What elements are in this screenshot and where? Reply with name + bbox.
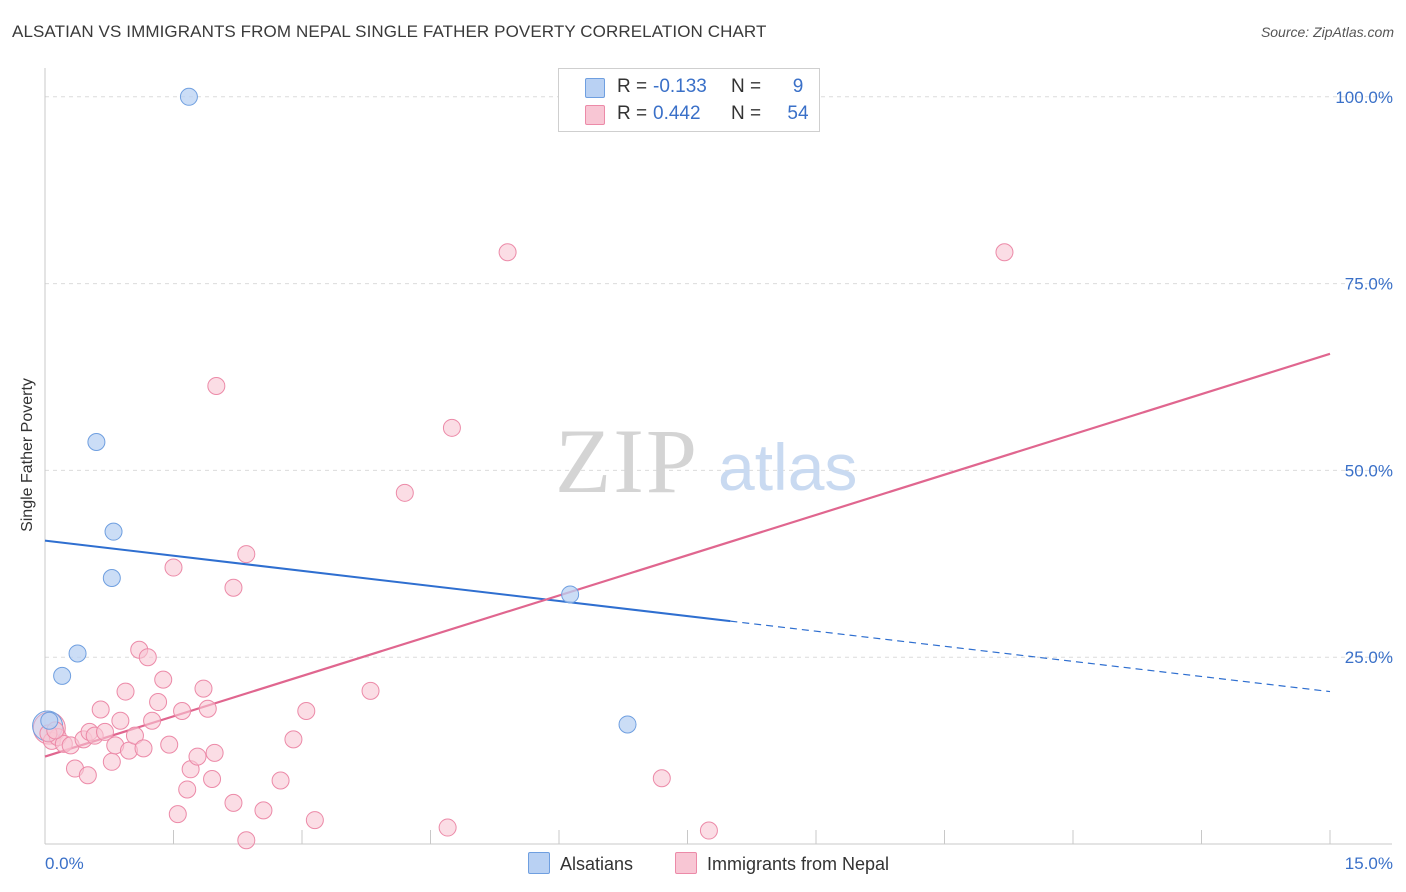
watermark-atlas: atlas — [718, 430, 857, 504]
point-nepal — [361, 681, 380, 700]
watermark-zip: ZIP — [555, 410, 699, 512]
point-nepal — [284, 730, 303, 749]
bottom-legend-swatch-alsatians — [528, 852, 550, 874]
point-nepal — [188, 747, 207, 766]
point-nepal — [125, 726, 144, 745]
trend-line-alsatians-extrapolated — [730, 620, 1331, 693]
point-alsatians — [104, 522, 123, 541]
legend-r-label: R = — [617, 103, 648, 124]
point-nepal — [143, 711, 162, 730]
point-nepal — [224, 578, 243, 597]
point-nepal — [395, 483, 414, 502]
point-nepal — [95, 722, 114, 741]
bottom-legend-nepal: Immigrants from Nepal — [675, 852, 889, 875]
point-nepal — [178, 780, 197, 799]
point-nepal — [205, 743, 224, 762]
point-nepal — [168, 805, 187, 824]
point-alsatians — [179, 87, 198, 106]
y-tick-label: 75.0% — [1345, 275, 1393, 294]
legend-n-label: N = — [731, 103, 762, 124]
point-nepal — [164, 558, 183, 577]
point-nepal — [297, 701, 316, 720]
point-nepal — [498, 243, 517, 262]
point-nepal — [154, 670, 173, 689]
chart-title: ALSATIAN VS IMMIGRANTS FROM NEPAL SINGLE… — [12, 22, 767, 41]
point-alsatians — [618, 715, 637, 734]
point-alsatians — [87, 433, 106, 452]
point-nepal — [203, 769, 222, 788]
point-nepal — [138, 648, 157, 667]
point-nepal — [91, 700, 110, 719]
point-nepal — [237, 831, 256, 850]
point-nepal — [160, 735, 179, 754]
point-nepal — [438, 818, 457, 837]
trend-line-nepal — [44, 352, 1331, 758]
correlation-legend: R = -0.133 N = 9 R = 0.442 N = 54 — [558, 68, 820, 132]
gridlines — [45, 96, 1392, 658]
point-nepal — [173, 701, 192, 720]
point-nepal — [652, 769, 671, 788]
watermark: ZIP atlas — [555, 410, 857, 512]
point-alsatians — [40, 711, 59, 730]
point-nepal — [305, 811, 324, 830]
point-nepal — [254, 801, 273, 820]
bottom-legend-swatch-nepal — [675, 852, 697, 874]
point-nepal — [237, 545, 256, 564]
bottom-legend-alsatians: Alsatians — [528, 852, 633, 875]
legend-n-label: N = — [731, 76, 762, 97]
source-label: Source: ZipAtlas.com — [1260, 24, 1394, 40]
point-nepal — [116, 682, 135, 701]
y-tick-label: 100.0% — [1335, 88, 1393, 107]
point-alsatians — [561, 585, 580, 604]
legend-r-label: R = — [617, 76, 648, 97]
point-nepal — [271, 771, 290, 790]
legend-swatch-alsatians — [585, 78, 605, 98]
point-alsatians — [102, 568, 121, 587]
y-tick-label: 50.0% — [1345, 461, 1393, 480]
point-nepal — [699, 821, 718, 840]
point-nepal — [194, 679, 213, 698]
point-nepal — [224, 793, 243, 812]
point-nepal — [207, 376, 226, 395]
legend-n-value: 9 — [792, 76, 804, 97]
x-tick-label-min: 0.0% — [45, 854, 84, 873]
point-nepal — [78, 766, 97, 785]
point-alsatians — [68, 644, 87, 663]
point-nepal — [442, 418, 461, 437]
legend-n-value: 54 — [787, 103, 809, 124]
point-nepal — [111, 711, 130, 730]
point-alsatians — [53, 666, 72, 685]
bottom-legend-label-nepal: Immigrants from Nepal — [707, 854, 890, 874]
point-nepal — [198, 699, 217, 718]
legend-r-value: -0.133 — [653, 76, 707, 97]
point-nepal — [134, 739, 153, 758]
legend-swatch-nepal — [585, 105, 605, 125]
point-nepal — [995, 243, 1014, 262]
legend-r-value: 0.442 — [653, 103, 701, 124]
x-tick-label-max: 15.0% — [1345, 854, 1393, 873]
tick-labels: 25.0% 50.0% 75.0% 100.0% 0.0% 15.0% — [45, 88, 1393, 873]
data-points — [32, 87, 1014, 850]
trend-lines — [44, 352, 1331, 758]
y-tick-label: 25.0% — [1345, 648, 1393, 667]
bottom-legend-label-alsatians: Alsatians — [560, 854, 634, 874]
point-nepal — [102, 752, 121, 771]
point-nepal — [149, 693, 168, 712]
trend-line-alsatians — [44, 539, 731, 623]
